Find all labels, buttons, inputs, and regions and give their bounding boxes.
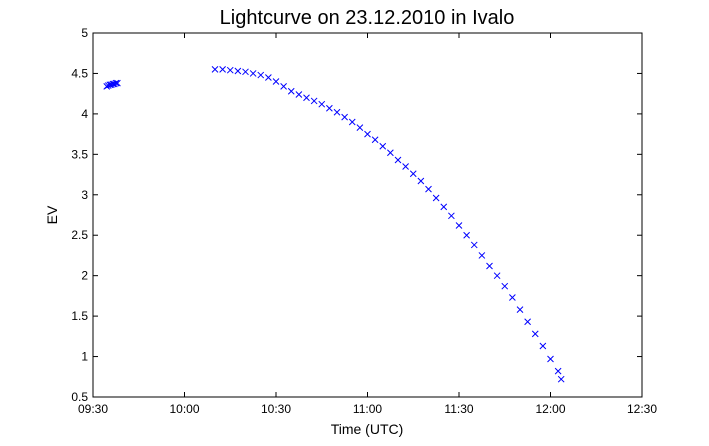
x-tick-label: 12:30 (627, 402, 657, 416)
data-point (287, 87, 295, 95)
data-point (486, 262, 493, 270)
data-point (554, 367, 562, 375)
data-point (455, 222, 463, 229)
data-point (341, 113, 348, 121)
y-tick-label: 2.5 (71, 228, 88, 242)
data-point (310, 97, 318, 105)
data-point (394, 156, 402, 164)
y-tick-label: 1 (81, 350, 88, 364)
data-point (303, 94, 310, 102)
data-point (226, 66, 234, 74)
data-point (265, 74, 272, 81)
data-point (547, 355, 554, 363)
data-point (557, 375, 565, 383)
x-tick-label: 11:00 (353, 402, 382, 416)
data-point (364, 130, 371, 138)
data-point (295, 91, 303, 98)
y-tick-label: 4.5 (71, 66, 88, 80)
data-point (371, 136, 379, 144)
chart-title: Lightcurve on 23.12.2010 in Ivalo (220, 7, 515, 29)
data-point (463, 231, 470, 239)
data-point (379, 142, 387, 150)
data-point (280, 83, 287, 90)
data-point (348, 118, 356, 126)
data-point (417, 177, 425, 185)
data-point (470, 241, 478, 249)
data-point (219, 66, 226, 73)
data-point (531, 330, 539, 338)
data-point (387, 149, 394, 157)
data-point (539, 342, 547, 350)
y-tick-label: 2 (81, 269, 88, 283)
y-tick-label: 0.5 (71, 390, 88, 404)
data-point (257, 71, 265, 79)
data-point (326, 104, 333, 112)
data-point (432, 194, 440, 202)
data-point (516, 306, 524, 313)
y-tick-label: 1.5 (71, 309, 88, 323)
data-point (448, 212, 455, 220)
data-point (114, 79, 121, 87)
x-tick-label: 10:30 (261, 402, 291, 416)
data-point (440, 203, 448, 211)
x-tick-label: 09:30 (78, 402, 108, 416)
data-point (425, 185, 432, 193)
y-tick-label: 4 (81, 107, 88, 121)
data-point (234, 67, 242, 75)
x-tick-label: 10:00 (169, 402, 199, 416)
data-point (318, 100, 326, 108)
data-point (524, 318, 531, 326)
data-point (211, 66, 219, 73)
y-axis-label: EV (44, 205, 60, 224)
y-tick-label: 3 (81, 188, 88, 202)
data-point (333, 108, 341, 116)
data-point (249, 70, 257, 77)
x-tick-label: 11:30 (444, 402, 473, 416)
data-point (509, 294, 516, 301)
data-point (493, 272, 501, 280)
plot-frame (92, 32, 643, 398)
data-point (409, 170, 417, 178)
data-point (402, 163, 409, 170)
data-point (501, 282, 509, 290)
data-point (356, 124, 364, 131)
data-point (112, 79, 120, 87)
x-axis-label: Time (UTC) (331, 421, 404, 437)
y-tick-label: 5 (81, 26, 88, 40)
x-tick-label: 12:00 (535, 402, 565, 416)
y-tick-label: 3.5 (71, 147, 88, 161)
data-point (272, 78, 280, 85)
data-point (242, 68, 249, 76)
data-point (478, 252, 486, 259)
